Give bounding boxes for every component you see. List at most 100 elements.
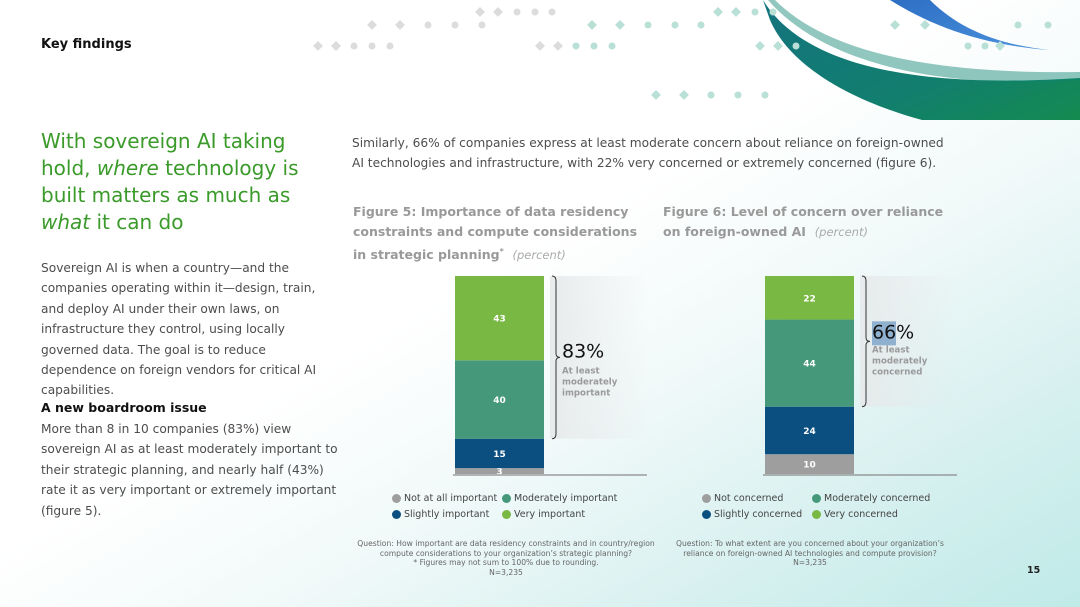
legend-swatch (502, 510, 511, 519)
rounding-footnote: * Figures may not sum to 100% due to rou… (413, 558, 599, 568)
legend-item: Moderately important (502, 493, 617, 504)
legend-item: Slightly concerned (702, 509, 802, 520)
annotation-label: At least (562, 366, 600, 376)
data-label: 15 (493, 450, 506, 460)
decorative-dot (644, 21, 652, 29)
decorative-dot (671, 21, 679, 29)
annotation-background (550, 276, 650, 439)
data-label: 10 (803, 461, 816, 471)
figure-unit: (percent) (512, 248, 566, 263)
figure-6-title: Figure 6: Level of concern over reliance… (663, 202, 963, 242)
decorative-dot (572, 42, 580, 50)
headline-emphasis: where (96, 156, 159, 180)
survey-question: Question: To what extent are you concern… (676, 539, 944, 558)
annotation-brace (861, 275, 871, 408)
decorative-dot (368, 42, 376, 50)
figure-5-title: Figure 5: Importance of data residency c… (353, 202, 653, 265)
headline-text: it can do (90, 210, 184, 234)
intro-paragraph: Sovereign AI is when a country—and the c… (41, 261, 317, 398)
sample-size: N=3,235 (793, 558, 827, 568)
bar-segment-slightly (455, 438, 544, 469)
legend-swatch (502, 494, 511, 503)
figure-unit: (percent) (814, 225, 868, 239)
decorative-dot (1014, 21, 1022, 29)
legend-swatch (812, 510, 821, 519)
bar-segment-very (765, 276, 854, 320)
data-label: 24 (803, 427, 816, 437)
decorative-dot (590, 42, 598, 50)
legend-label: Moderately important (514, 493, 618, 504)
decorative-dot (697, 21, 705, 29)
decorative-dot (734, 91, 742, 99)
decorative-dot (1044, 21, 1052, 29)
data-label: 40 (493, 396, 506, 406)
decorative-dot (313, 40, 323, 51)
bar-segment-very (455, 276, 544, 361)
decorative-dot (331, 40, 341, 51)
decorative-dot (367, 19, 377, 30)
legend-item: Not at all important (392, 493, 497, 504)
legend-label: Moderately concerned (824, 493, 931, 504)
decorative-dot (424, 21, 432, 29)
page-headline: With sovereign AI taking hold, where tec… (41, 128, 341, 236)
headline-text: With sovereign AI taking hold, (41, 129, 286, 180)
bar-segment-not (455, 468, 544, 474)
page-number: 15 (1027, 565, 1041, 576)
annotation-value: 66% (872, 321, 914, 343)
decorative-dot (513, 8, 521, 16)
decorative-dot (395, 19, 405, 30)
annotation-label: At least (872, 345, 910, 355)
figure-title-text: Figure 6: Level of concern over reliance… (663, 204, 944, 239)
legend-label: Slightly concerned (714, 509, 803, 520)
data-label: 22 (803, 294, 816, 304)
decorative-dot (608, 42, 616, 50)
legend-item: Moderately concerned (812, 493, 930, 504)
legend-label: Slightly important (404, 509, 490, 520)
legend-item: Not concerned (702, 493, 783, 504)
text-selection-highlight (872, 321, 896, 346)
decorative-dot (981, 42, 989, 50)
legend-label: Not concerned (714, 493, 784, 504)
legend-item: Slightly important (392, 509, 489, 520)
figure-6-note: Question: To what extent are you concern… (660, 539, 960, 568)
annotation-label: moderately (562, 377, 618, 387)
legend-swatch (702, 494, 711, 503)
annotation-brace (551, 275, 561, 440)
data-label: 44 (803, 360, 816, 370)
legend-swatch (812, 494, 821, 503)
annotation-label: moderately (872, 356, 928, 366)
decorative-dot (350, 42, 358, 50)
decorative-dot (769, 8, 777, 16)
legend-swatch (702, 510, 711, 519)
decorative-dot (478, 21, 486, 29)
legend-item: Very concerned (812, 509, 898, 520)
decorative-dot (751, 8, 759, 16)
decorative-dot (964, 42, 972, 50)
data-label: 3 (496, 468, 502, 478)
bar-segment-moderately (765, 319, 854, 407)
decorative-dot (548, 8, 556, 16)
section-heading: A new boardroom issue (41, 400, 207, 415)
annotation-label: concerned (872, 367, 922, 377)
bar-segment-moderately (455, 360, 544, 439)
legend-label: Very concerned (824, 509, 898, 520)
figure-title-text: Figure 5: Importance of data residency c… (353, 204, 638, 263)
annotation-value: 83% (562, 340, 604, 362)
lead-paragraph: Similarly, 66% of companies express at l… (352, 136, 944, 171)
decorative-dot (761, 91, 769, 99)
survey-question: Question: How important are data residen… (357, 539, 655, 558)
footnote-marker: * (499, 247, 504, 256)
decorative-dots (313, 6, 1052, 100)
decorative-dot (531, 8, 539, 16)
annotation-label: important (562, 388, 610, 398)
figure-5-note: Question: How important are data residen… (356, 539, 656, 577)
decorative-dot (451, 21, 459, 29)
legend-label: Very important (514, 509, 586, 520)
data-label: 43 (493, 315, 506, 325)
legend-swatch (392, 510, 401, 519)
decorative-dot (386, 42, 394, 50)
decorative-dot (792, 42, 800, 50)
